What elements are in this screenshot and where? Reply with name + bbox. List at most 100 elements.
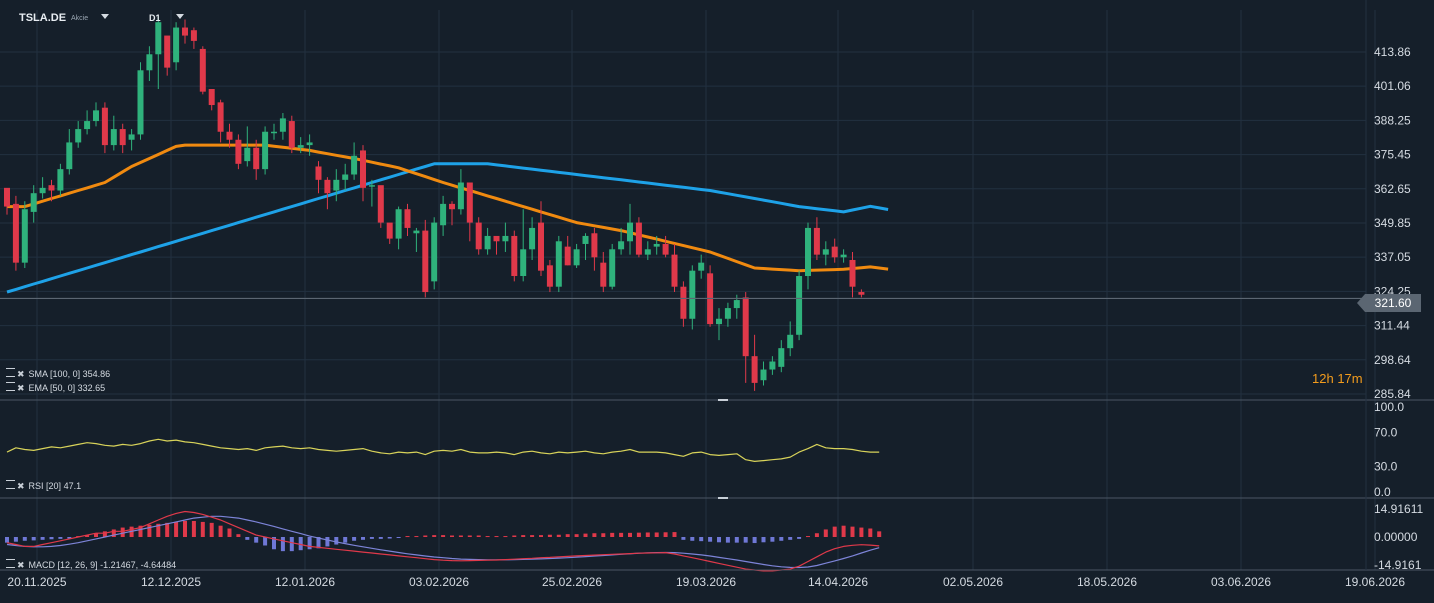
macd-histogram-bar bbox=[574, 534, 579, 537]
close-icon[interactable]: ✖ bbox=[17, 481, 25, 491]
macd-histogram-bar bbox=[823, 529, 828, 537]
macd-histogram-bar bbox=[503, 536, 508, 538]
legend-lines-icon[interactable] bbox=[6, 382, 15, 391]
x-tick-label: 12.01.2026 bbox=[275, 575, 335, 589]
candle-body bbox=[760, 369, 767, 381]
candle-body bbox=[529, 227, 536, 250]
symbol-name[interactable]: TSLA.DE bbox=[19, 12, 67, 24]
bar-countdown: 12h 17m bbox=[1312, 371, 1363, 386]
candle-body bbox=[858, 292, 865, 295]
rsi-legend[interactable]: ✖ RSI [20] 47.1 bbox=[6, 480, 81, 492]
candle-body bbox=[689, 270, 696, 319]
ema-line bbox=[7, 143, 889, 273]
rsi-line bbox=[6, 438, 880, 462]
rsi-y-tick-label: 70.0 bbox=[1374, 426, 1398, 440]
candle-body bbox=[582, 235, 589, 244]
y-tick-label: 298.64 bbox=[1374, 353, 1411, 367]
close-icon[interactable]: ✖ bbox=[17, 369, 25, 379]
macd-histogram-bar bbox=[227, 528, 232, 537]
y-tick-label: 337.05 bbox=[1374, 250, 1411, 264]
x-tick-label: 12.12.2025 bbox=[141, 575, 201, 589]
candle-body bbox=[368, 185, 375, 187]
macd-histogram-bar bbox=[770, 537, 775, 542]
candle-body bbox=[716, 318, 722, 325]
macd-histogram-bar bbox=[138, 525, 143, 537]
macd-histogram-bar bbox=[94, 533, 98, 537]
ema-series bbox=[7, 143, 889, 273]
macd-histogram-bar bbox=[209, 522, 214, 537]
macd-histogram-bar bbox=[530, 535, 535, 537]
current-price-label: 321.60 bbox=[1357, 294, 1421, 312]
pane-resize-handle-icon[interactable] bbox=[718, 497, 728, 499]
macd-histogram-bar bbox=[120, 527, 125, 537]
macd-histogram-bar bbox=[725, 537, 730, 543]
macd-legend[interactable]: ✖ MACD [12, 26, 9] -1.21467, -4.64484 bbox=[6, 559, 176, 571]
macd-histogram-bar bbox=[316, 537, 321, 549]
rsi-y-tick-label: 30.0 bbox=[1374, 460, 1398, 474]
close-icon[interactable]: ✖ bbox=[17, 560, 25, 570]
macd-histogram-bar bbox=[361, 537, 365, 540]
candle-body bbox=[609, 249, 616, 287]
macd-line bbox=[6, 510, 880, 572]
candle-body bbox=[101, 107, 108, 146]
sma-legend[interactable]: ✖ SMA [100, 0] 354.86 bbox=[6, 368, 110, 380]
candle-body bbox=[555, 241, 562, 287]
macd-histogram-bar bbox=[441, 535, 446, 537]
macd-histogram-bar bbox=[191, 520, 196, 537]
macd-histogram-bar bbox=[236, 534, 241, 537]
x-tick-label: 03.06.2026 bbox=[1211, 575, 1271, 589]
macd-histogram-bar bbox=[565, 534, 570, 537]
candle-body bbox=[386, 222, 393, 239]
macd-histogram-bar bbox=[556, 534, 561, 537]
macd-histogram-bar bbox=[672, 532, 677, 537]
dropdown-caret-icon[interactable] bbox=[101, 14, 109, 19]
macd-histogram-bar bbox=[263, 537, 268, 546]
macd-histogram-bar bbox=[147, 524, 152, 537]
macd-histogram-bar bbox=[343, 537, 348, 543]
candle-body bbox=[493, 235, 500, 242]
macd-histogram-bar bbox=[405, 536, 410, 538]
candle-body bbox=[724, 308, 731, 319]
candle-body bbox=[39, 187, 46, 194]
macd-histogram-bar bbox=[832, 526, 837, 537]
candle-body bbox=[457, 182, 464, 210]
candle-body bbox=[199, 48, 206, 92]
macd-histogram-bar bbox=[432, 535, 437, 537]
pane-resize-handle-icon[interactable] bbox=[718, 399, 728, 401]
timeframe-selector[interactable]: D1 bbox=[149, 13, 161, 23]
legend-lines-icon[interactable] bbox=[6, 368, 15, 377]
macd-histogram-bar bbox=[85, 535, 90, 537]
candle-body bbox=[564, 246, 571, 266]
candle-body bbox=[698, 262, 705, 271]
candle-body bbox=[635, 222, 642, 255]
close-icon[interactable]: ✖ bbox=[17, 383, 25, 393]
macd-histogram-bar bbox=[868, 528, 873, 537]
macd-legend-text: MACD [12, 26, 9] -1.21467, -4.64484 bbox=[28, 560, 177, 570]
dropdown-caret-icon[interactable] bbox=[176, 14, 184, 19]
macd-histogram-bar bbox=[708, 537, 713, 542]
candle-body bbox=[653, 243, 660, 247]
macd-histogram-bar bbox=[752, 537, 757, 544]
macd-histogram-bar bbox=[183, 520, 187, 537]
macd-histogram-bar bbox=[788, 537, 793, 540]
y-tick-label: 413.86 bbox=[1374, 45, 1411, 59]
macd-histogram-bar bbox=[601, 533, 606, 537]
candle-body bbox=[520, 249, 527, 277]
sma-series bbox=[6, 162, 889, 294]
candle-body bbox=[600, 262, 607, 287]
macd-histogram-bar bbox=[272, 537, 276, 550]
macd-y-tick-label: -14.9161 bbox=[1374, 558, 1422, 572]
candle-body bbox=[208, 88, 215, 106]
candle-body bbox=[538, 222, 544, 271]
ema-legend[interactable]: ✖ EMA [50, 0] 332.65 bbox=[6, 382, 105, 394]
legend-lines-icon[interactable] bbox=[6, 480, 15, 489]
macd-histogram-bar bbox=[289, 537, 294, 552]
candle-body bbox=[831, 246, 838, 258]
macd-histogram-bar bbox=[423, 535, 428, 537]
candle-body bbox=[93, 110, 99, 122]
macd-histogram-bar bbox=[797, 537, 802, 539]
candle-body bbox=[751, 356, 758, 383]
legend-lines-icon[interactable] bbox=[6, 559, 15, 568]
